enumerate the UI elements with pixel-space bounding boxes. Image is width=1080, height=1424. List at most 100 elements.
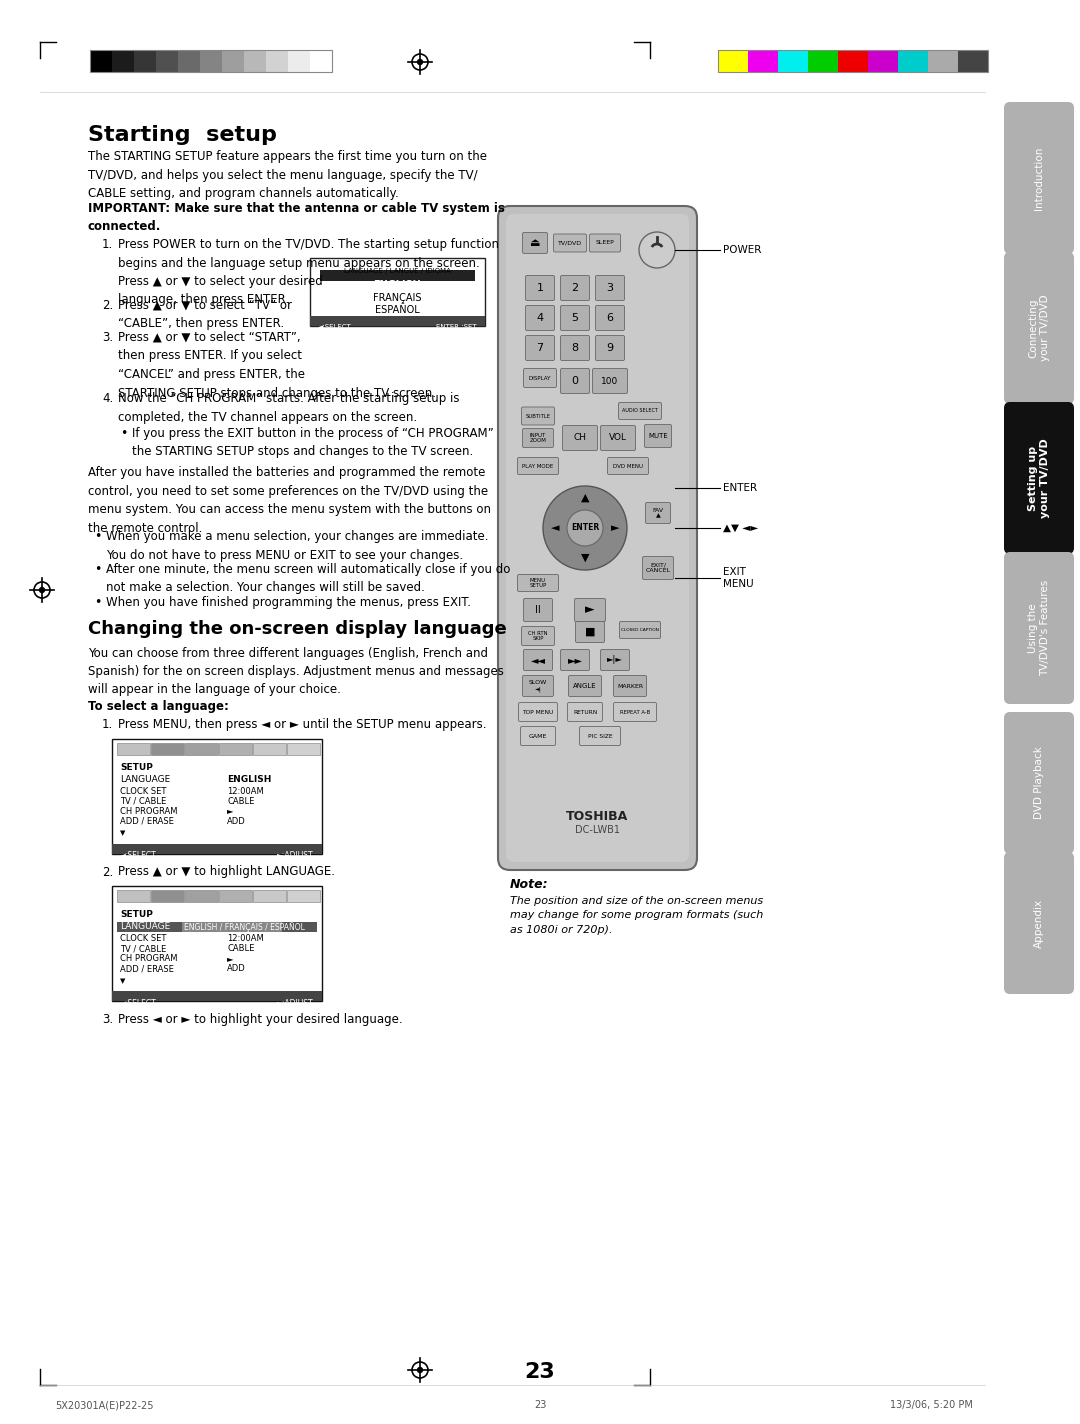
- Text: ▼: ▼: [120, 978, 125, 984]
- FancyBboxPatch shape: [498, 206, 697, 870]
- Text: VOL: VOL: [609, 433, 627, 443]
- Text: REPEAT A-B: REPEAT A-B: [620, 709, 650, 715]
- FancyBboxPatch shape: [507, 214, 689, 862]
- Text: Press ◄ or ► to highlight your desired language.: Press ◄ or ► to highlight your desired l…: [118, 1012, 403, 1027]
- Text: ENGLISH / FRANÇAIS / ESPAÑOL: ENGLISH / FRANÇAIS / ESPAÑOL: [184, 921, 305, 931]
- Text: EXIT/
CANCEL: EXIT/ CANCEL: [646, 562, 671, 574]
- Text: SUBTITLE: SUBTITLE: [526, 413, 551, 419]
- Text: ENTER :SET: ENTER :SET: [436, 325, 477, 330]
- Text: INPUT
ZOOM: INPUT ZOOM: [529, 433, 546, 443]
- Bar: [117, 742, 150, 755]
- FancyBboxPatch shape: [523, 232, 548, 253]
- Text: ▼: ▼: [581, 553, 590, 562]
- Text: ►: ►: [611, 523, 619, 533]
- Text: 8: 8: [571, 343, 579, 353]
- Text: FRANÇAIS: FRANÇAIS: [374, 293, 422, 303]
- Text: DVD Playback: DVD Playback: [1034, 746, 1044, 819]
- Bar: [928, 50, 958, 73]
- Text: SLOW
◄|: SLOW ◄|: [529, 681, 548, 692]
- Text: MARKER: MARKER: [617, 684, 643, 688]
- Circle shape: [1053, 837, 1057, 843]
- FancyBboxPatch shape: [522, 407, 554, 424]
- FancyBboxPatch shape: [576, 621, 605, 642]
- Text: 4.: 4.: [102, 392, 113, 404]
- Text: ADD: ADD: [227, 964, 246, 973]
- Text: After you have installed the batteries and programmed the remote
control, you ne: After you have installed the batteries a…: [87, 466, 491, 534]
- Text: 1.: 1.: [102, 718, 113, 731]
- Bar: [244, 50, 266, 73]
- Text: ENTER: ENTER: [571, 524, 599, 533]
- Text: ►:ADJUST: ►:ADJUST: [278, 1000, 314, 1008]
- FancyBboxPatch shape: [1004, 553, 1074, 703]
- Text: The position and size of the on-screen menus
may change for some program formats: The position and size of the on-screen m…: [510, 896, 764, 934]
- Text: POWER: POWER: [723, 245, 761, 255]
- Text: ►: ►: [585, 604, 595, 617]
- Text: Press MENU, then press ◄ or ► until the SETUP menu appears.: Press MENU, then press ◄ or ► until the …: [118, 718, 486, 731]
- Text: ENGLISH: ENGLISH: [374, 281, 421, 290]
- Text: ENGLISH: ENGLISH: [227, 775, 271, 783]
- Text: TOSHIBA: TOSHIBA: [566, 810, 629, 823]
- Bar: [112, 886, 322, 1001]
- Bar: [253, 890, 286, 901]
- Text: Setting up
your TV/DVD: Setting up your TV/DVD: [1028, 439, 1050, 518]
- Text: ▲▼ ◄►: ▲▼ ◄►: [723, 523, 758, 533]
- Text: CH PROGRAM: CH PROGRAM: [120, 806, 177, 816]
- Text: •: •: [94, 562, 102, 575]
- Bar: [310, 258, 485, 326]
- Text: PIC SIZE: PIC SIZE: [588, 733, 612, 739]
- Bar: [310, 316, 485, 326]
- Text: 12:00AM: 12:00AM: [227, 934, 264, 943]
- Bar: [151, 890, 184, 901]
- Circle shape: [639, 232, 675, 268]
- Text: Appendix: Appendix: [1034, 899, 1044, 947]
- FancyBboxPatch shape: [518, 702, 557, 722]
- Text: MENU
SETUP: MENU SETUP: [529, 578, 546, 588]
- Text: ►:ADJUST: ►:ADJUST: [278, 852, 314, 860]
- Text: ►|►: ►|►: [607, 655, 623, 665]
- Text: LANGUAGE / LANGUE / IDIOMA: LANGUAGE / LANGUE / IDIOMA: [345, 268, 451, 273]
- Bar: [185, 890, 218, 901]
- Text: 4: 4: [537, 313, 543, 323]
- Text: If you press the EXIT button in the process of “CH PROGRAM”
the STARTING SETUP s: If you press the EXIT button in the proc…: [132, 427, 494, 459]
- FancyBboxPatch shape: [526, 336, 554, 360]
- Text: •: •: [94, 530, 102, 543]
- Text: CLOCK SET: CLOCK SET: [120, 786, 166, 796]
- Text: You can choose from three different languages (English, French and
Spanish) for : You can choose from three different lang…: [87, 646, 504, 696]
- Text: Introduction: Introduction: [1034, 147, 1044, 209]
- FancyBboxPatch shape: [590, 234, 621, 252]
- Bar: [287, 890, 320, 901]
- Text: ►: ►: [227, 954, 233, 963]
- FancyBboxPatch shape: [522, 627, 554, 645]
- Text: Now the “CH PROGRAM” starts. After the starting setup is
completed, the TV chann: Now the “CH PROGRAM” starts. After the s…: [118, 392, 459, 423]
- Text: ◄◄: ◄◄: [530, 655, 545, 665]
- Bar: [151, 742, 184, 755]
- FancyBboxPatch shape: [523, 429, 554, 447]
- Text: ESPAÑOL: ESPAÑOL: [375, 305, 420, 315]
- Bar: [778, 50, 808, 73]
- Text: 3.: 3.: [102, 330, 113, 345]
- FancyBboxPatch shape: [613, 702, 657, 722]
- FancyBboxPatch shape: [561, 336, 590, 360]
- Bar: [200, 50, 222, 73]
- Text: SLEEP: SLEEP: [596, 241, 615, 245]
- FancyBboxPatch shape: [600, 426, 635, 450]
- FancyBboxPatch shape: [646, 503, 671, 524]
- FancyBboxPatch shape: [645, 424, 672, 447]
- Text: •: •: [94, 597, 102, 609]
- Text: Starting  setup: Starting setup: [87, 125, 276, 145]
- Text: MUTE: MUTE: [648, 433, 667, 439]
- FancyBboxPatch shape: [1004, 252, 1074, 404]
- Circle shape: [543, 486, 627, 570]
- Bar: [112, 843, 322, 853]
- Text: ▼: ▼: [120, 830, 125, 836]
- Text: PLAY MODE: PLAY MODE: [523, 463, 554, 468]
- Text: TV / CABLE: TV / CABLE: [120, 944, 166, 953]
- FancyBboxPatch shape: [619, 403, 661, 420]
- Bar: [288, 50, 310, 73]
- Text: After one minute, the menu screen will automatically close if you do
not make a : After one minute, the menu screen will a…: [106, 562, 511, 594]
- Bar: [112, 739, 322, 853]
- Bar: [178, 50, 200, 73]
- Text: ◄:SELECT: ◄:SELECT: [120, 852, 157, 860]
- Text: ◄:SELECT: ◄:SELECT: [318, 325, 352, 330]
- Text: ◄:SELECT: ◄:SELECT: [120, 1000, 157, 1008]
